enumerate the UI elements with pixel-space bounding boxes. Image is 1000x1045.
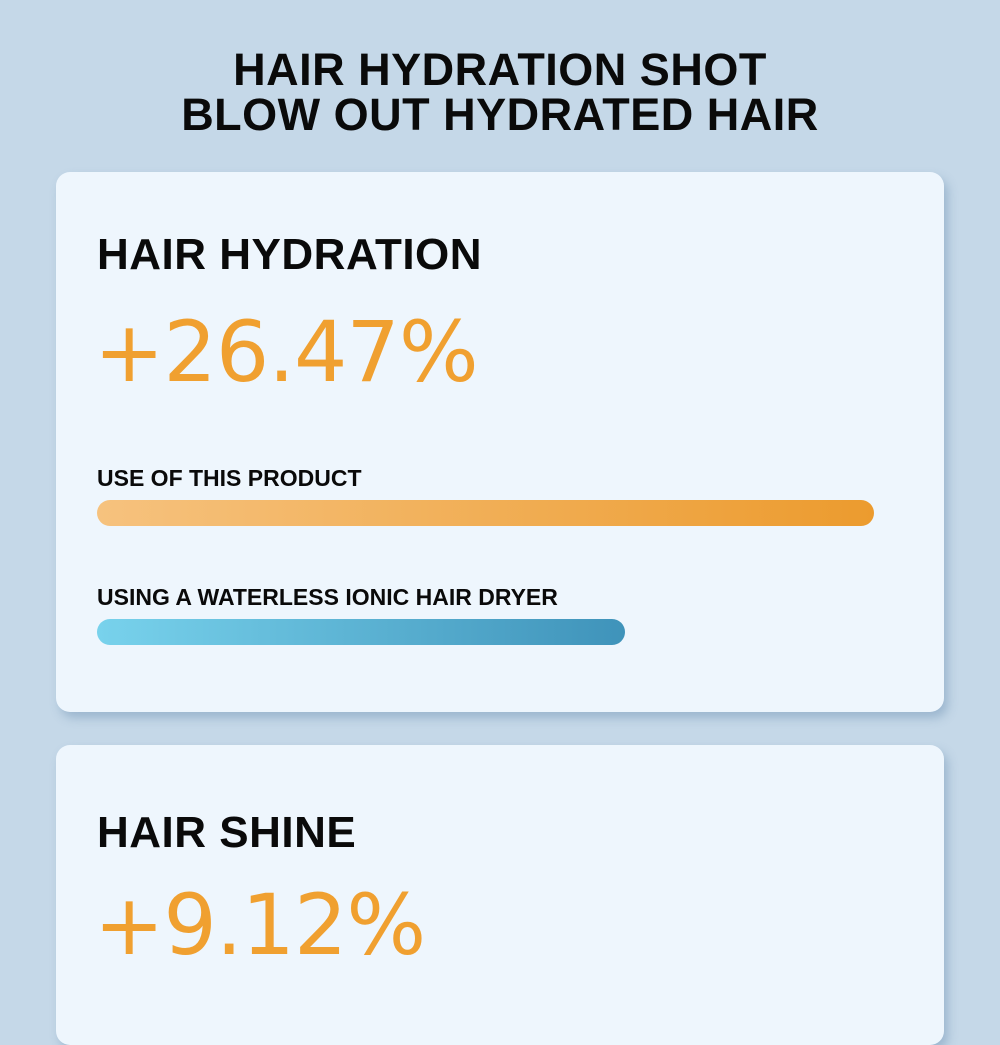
bar-dryer [97,619,625,645]
hydration-percentage: +26.47% [94,303,479,401]
shine-card: HAIR SHINE +9.12% [56,745,944,1045]
bar-label-product: USE OF THIS PRODUCT [97,465,362,491]
hydration-card: HAIR HYDRATION +26.47% USE OF THIS PRODU… [56,172,944,712]
shine-percentage: +9.12% [94,876,426,974]
header-title-line1: HAIR HYDRATION SHOT [233,44,767,95]
card-heading: HAIR SHINE [97,808,357,857]
header-title-line2: BLOW OUT HYDRATED HAIR [181,89,819,140]
bar-label-dryer: USING A WATERLESS IONIC HAIR DRYER [97,584,558,610]
card-heading: HAIR HYDRATION [97,230,483,279]
bar-product [97,500,874,526]
